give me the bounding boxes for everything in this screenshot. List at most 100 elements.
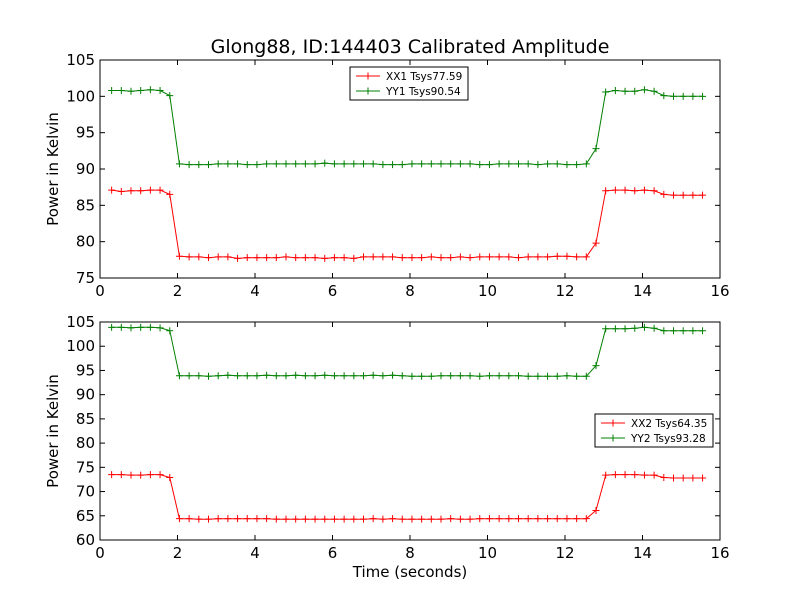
data-point (485, 372, 493, 380)
x-tick-label: 8 (405, 282, 415, 300)
data-point (456, 160, 464, 168)
data-point (495, 160, 503, 168)
data-point (631, 471, 639, 479)
data-point (195, 253, 203, 261)
data-point (631, 187, 639, 195)
data-point (108, 186, 116, 194)
data-point (379, 161, 387, 169)
data-point (495, 372, 503, 380)
data-point (137, 187, 145, 195)
data-point (670, 191, 677, 199)
legend-marker (609, 434, 617, 442)
data-point (379, 253, 387, 261)
data-point (389, 371, 397, 379)
x-axis-label: Time (seconds) (352, 563, 468, 581)
data-point (699, 327, 707, 335)
data-point (272, 254, 280, 262)
y-tick-label: 95 (76, 124, 95, 142)
y-tick-label: 80 (76, 233, 95, 251)
data-point (360, 515, 367, 523)
data-point (592, 362, 600, 370)
data-point (263, 515, 271, 523)
data-point (650, 324, 658, 332)
data-point (699, 191, 707, 199)
data-point (485, 515, 493, 523)
data-point (640, 186, 648, 194)
data-point (679, 327, 687, 335)
data-point (418, 254, 426, 262)
data-point (534, 253, 542, 261)
data-point (534, 372, 542, 380)
data-point (243, 161, 251, 169)
data-point (156, 324, 164, 332)
data-point (185, 372, 193, 380)
legend-entry-label: YY1 Tsys90.54 (385, 86, 461, 98)
data-point (408, 254, 416, 262)
data-point (369, 515, 377, 523)
data-point (389, 253, 397, 261)
data-point (360, 253, 367, 261)
data-point (563, 372, 571, 380)
data-point (485, 161, 493, 169)
x-tick-label: 0 (95, 544, 105, 562)
data-point (340, 372, 348, 380)
data-point (166, 92, 174, 100)
data-point (466, 254, 474, 262)
data-point (224, 371, 232, 379)
data-point (272, 160, 280, 168)
data-point (330, 254, 338, 262)
data-point (621, 186, 629, 194)
data-point (602, 325, 610, 333)
data-point (398, 161, 406, 169)
data-point (243, 515, 251, 523)
data-point (234, 254, 242, 262)
y-tick-label: 75 (76, 458, 95, 476)
data-point (253, 372, 261, 380)
data-point (185, 515, 193, 523)
data-point (263, 160, 271, 168)
data-point (573, 372, 581, 380)
data-point (224, 160, 232, 168)
data-point (350, 515, 358, 523)
data-point (495, 515, 503, 523)
data-point (553, 515, 561, 523)
data-point (631, 87, 639, 95)
data-point (156, 87, 164, 95)
y-tick-label: 100 (66, 337, 95, 355)
legend-2: XX2 Tsys64.35 YY2 Tsys93.28 (594, 413, 714, 448)
data-point (408, 372, 416, 380)
data-point (505, 515, 513, 523)
legend-box (594, 413, 714, 448)
data-point (108, 87, 116, 95)
data-point (640, 86, 648, 94)
data-point (195, 372, 203, 380)
data-point (214, 160, 222, 168)
data-point (369, 160, 377, 168)
data-point (166, 474, 174, 482)
legend-marker (364, 87, 372, 95)
data-point (485, 253, 493, 261)
data-point (175, 515, 183, 523)
data-point (137, 323, 145, 331)
data-point (660, 327, 668, 335)
y-tick-label: 85 (76, 196, 95, 214)
data-point (301, 372, 309, 380)
data-point (117, 323, 125, 331)
data-point (456, 515, 464, 523)
data-point (272, 372, 280, 380)
data-point (350, 372, 358, 380)
data-point (166, 327, 174, 335)
data-point (253, 254, 261, 262)
data-point (340, 160, 348, 168)
data-point (582, 253, 590, 261)
y-tick-label: 70 (76, 483, 95, 501)
data-point (544, 515, 552, 523)
data-point (205, 161, 212, 169)
data-point (553, 252, 561, 260)
data-point (427, 160, 435, 168)
data-point (602, 88, 610, 96)
x-tick-label: 16 (710, 544, 729, 562)
data-point (689, 92, 697, 100)
data-point (243, 254, 251, 262)
